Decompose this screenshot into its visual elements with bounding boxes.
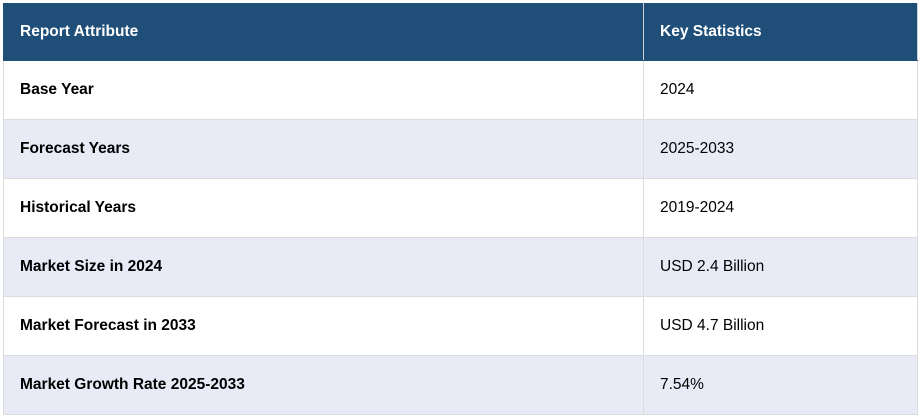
statistic-cell: USD 2.4 Billion xyxy=(643,237,918,297)
table-row: Historical Years 2019-2024 xyxy=(3,178,918,238)
table-body: Base Year 2024 Forecast Years 2025-2033 Hist… xyxy=(3,60,918,415)
attribute-cell: Market Forecast in 2033 xyxy=(3,296,644,356)
table-row: Market Size in 2024 USD 2.4 Billion xyxy=(3,237,918,297)
report-table: Report Attribute Key Statistics Base Yea… xyxy=(3,3,918,415)
table-row: Forecast Years 2025-2033 xyxy=(3,119,918,179)
header-cell: Key Statistics xyxy=(643,3,918,61)
attribute-cell: Historical Years xyxy=(3,178,644,238)
table-row: Market Forecast in 2033 USD 4.7 Billion xyxy=(3,296,918,356)
header-cell: Report Attribute xyxy=(3,3,644,61)
table-row: Base Year 2024 xyxy=(3,60,918,120)
attribute-cell: Market Growth Rate 2025-2033 xyxy=(3,355,644,415)
attribute-cell: Base Year xyxy=(3,60,644,120)
statistic-cell: 2025-2033 xyxy=(643,119,918,179)
attribute-cell: Market Size in 2024 xyxy=(3,237,644,297)
statistic-cell: 7.54% xyxy=(643,355,918,415)
statistic-cell: USD 4.7 Billion xyxy=(643,296,918,356)
table-row: Market Growth Rate 2025-2033 7.54% xyxy=(3,355,918,415)
header-row: Report Attribute Key Statistics xyxy=(3,3,918,61)
statistic-cell: 2019-2024 xyxy=(643,178,918,238)
attribute-cell: Forecast Years xyxy=(3,119,644,179)
statistic-cell: 2024 xyxy=(643,60,918,120)
